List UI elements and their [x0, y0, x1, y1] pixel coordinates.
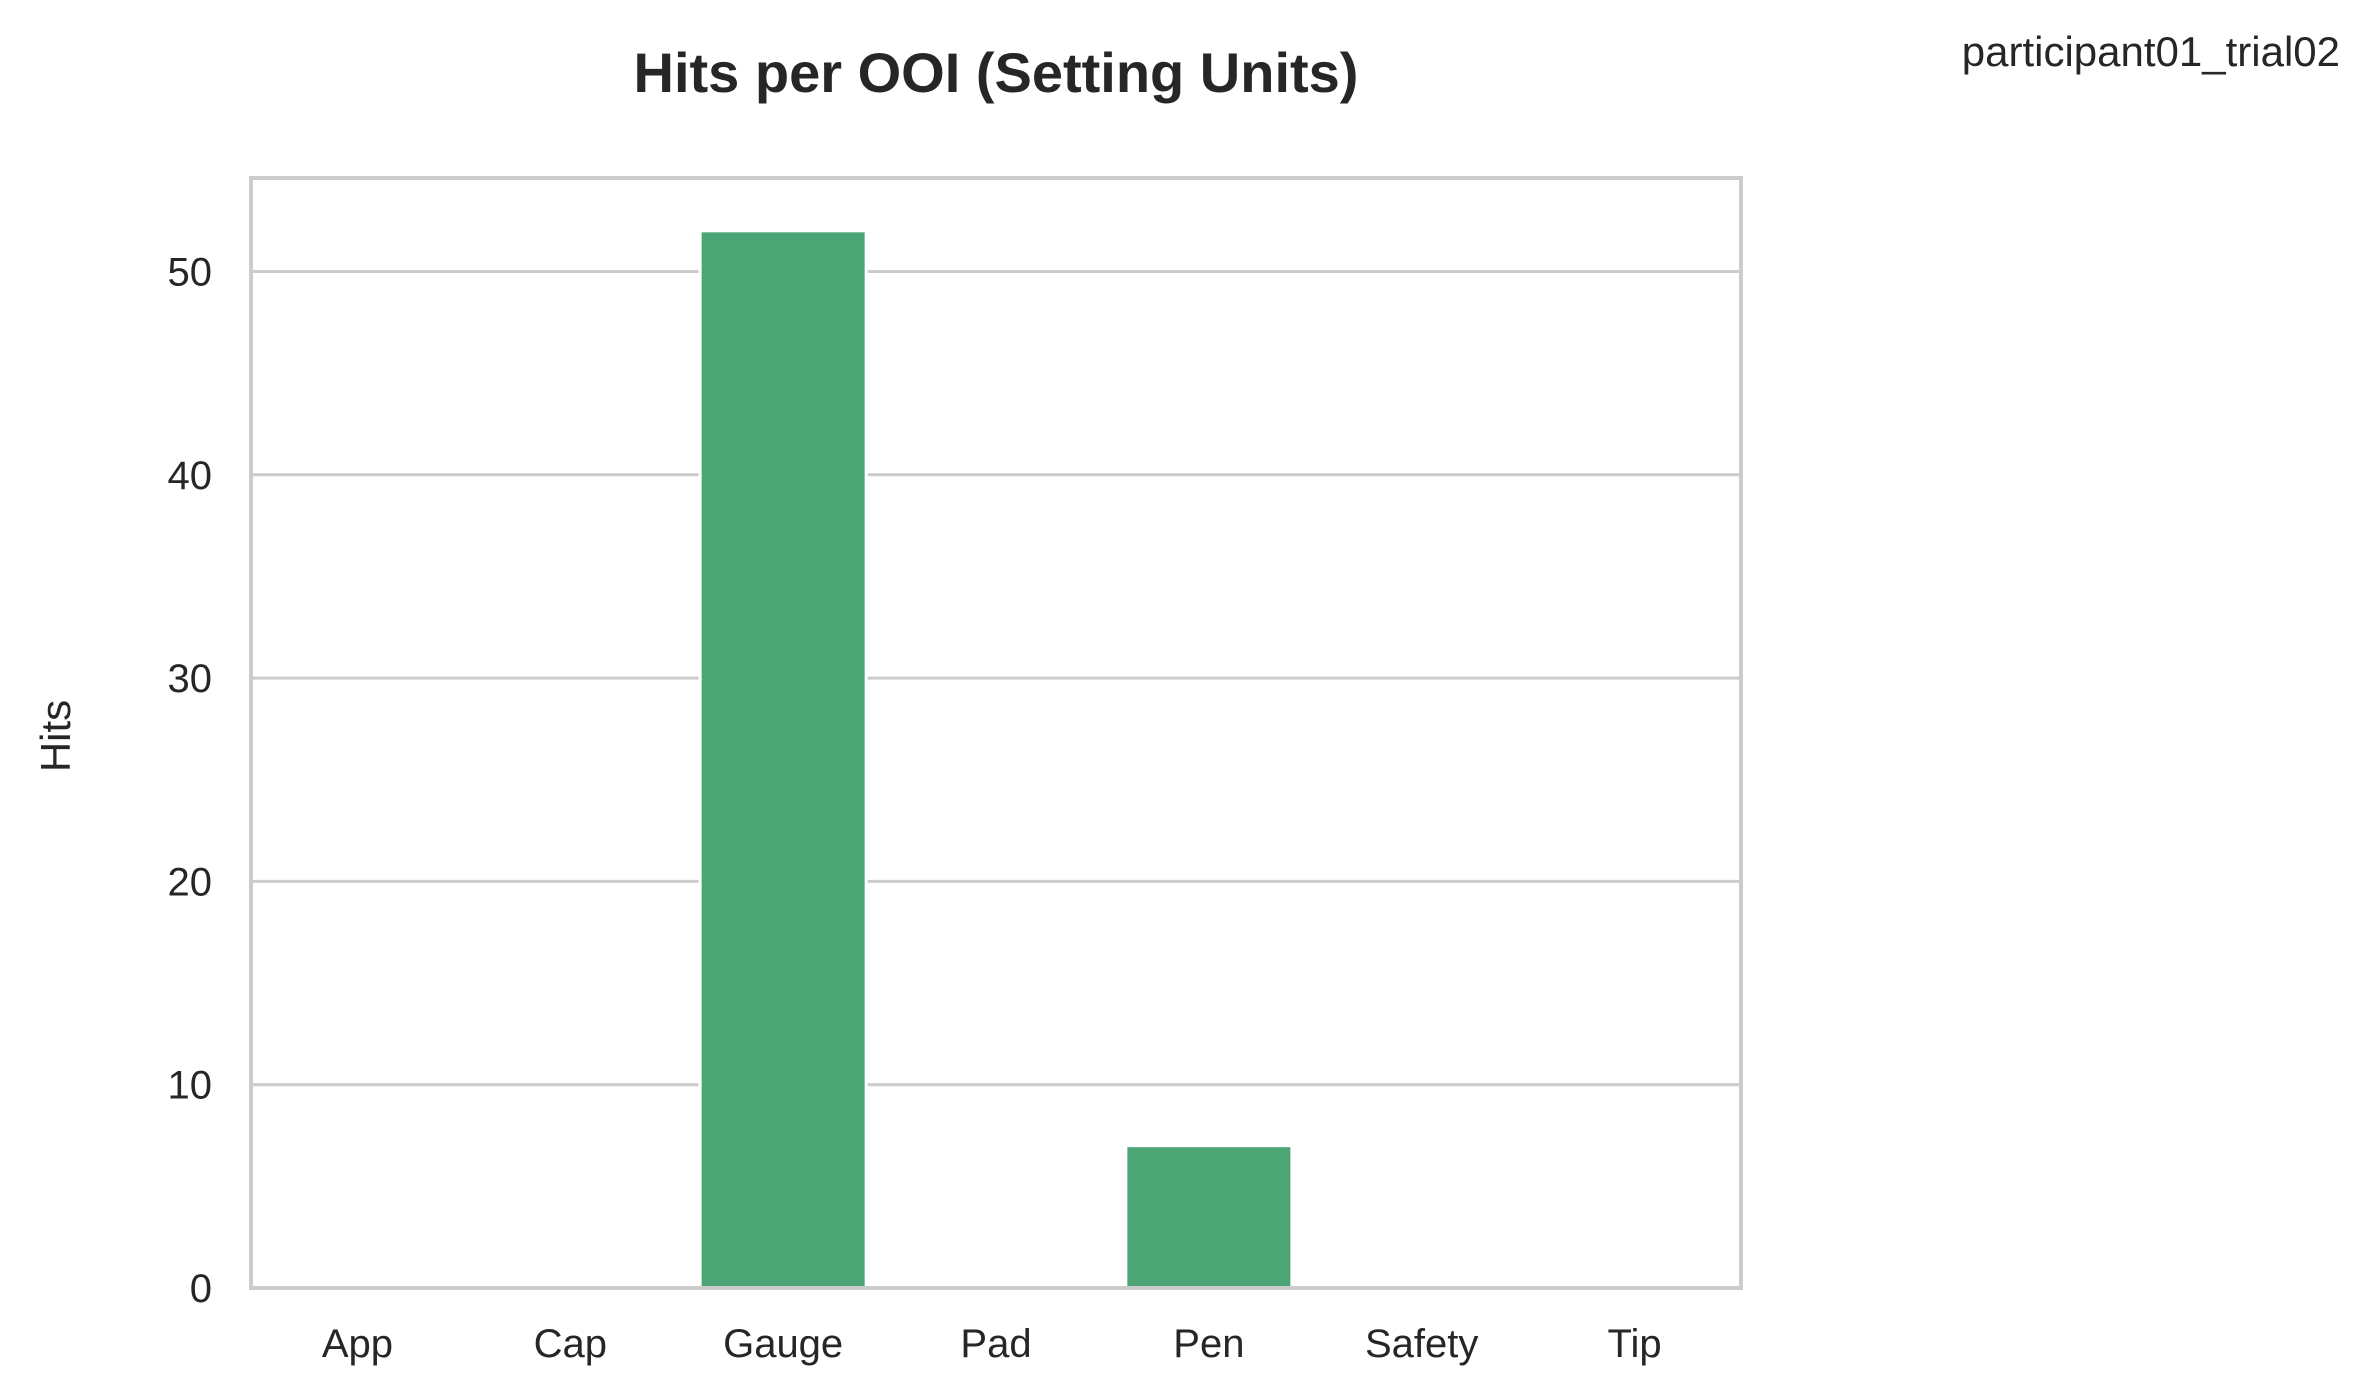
y-tick-label: 0	[190, 1267, 212, 1311]
x-tick-labels: App Cap Gauge Pad Pen Safety Tip	[322, 1322, 1662, 1366]
y-tick-label: 30	[168, 657, 213, 701]
x-tick-label: Pad	[960, 1322, 1031, 1366]
x-tick-label: Tip	[1608, 1322, 1662, 1366]
x-tick-label: Safety	[1365, 1322, 1478, 1366]
x-tick-label: Gauge	[723, 1322, 843, 1366]
bar-pen	[1124, 1144, 1294, 1290]
y-tick-label: 50	[168, 251, 213, 295]
chart-title: Hits per OOI (Setting Units)	[634, 41, 1359, 104]
x-tick-label: Cap	[534, 1322, 607, 1366]
y-axis-label: Hits	[32, 700, 79, 772]
x-tick-label: Pen	[1173, 1322, 1244, 1366]
corner-label: participant01_trial02	[1962, 28, 2340, 75]
bar-gauge	[698, 229, 868, 1290]
y-tick-label: 20	[168, 860, 213, 904]
y-tick-labels: 0 10 20 30 40 50	[168, 251, 213, 1312]
bars	[698, 229, 1294, 1290]
plot-frame	[249, 176, 1743, 1290]
y-tick-label: 40	[168, 454, 213, 498]
x-tick-label: App	[322, 1322, 393, 1366]
gridlines	[251, 270, 1741, 1087]
y-tick-label: 10	[168, 1064, 213, 1108]
